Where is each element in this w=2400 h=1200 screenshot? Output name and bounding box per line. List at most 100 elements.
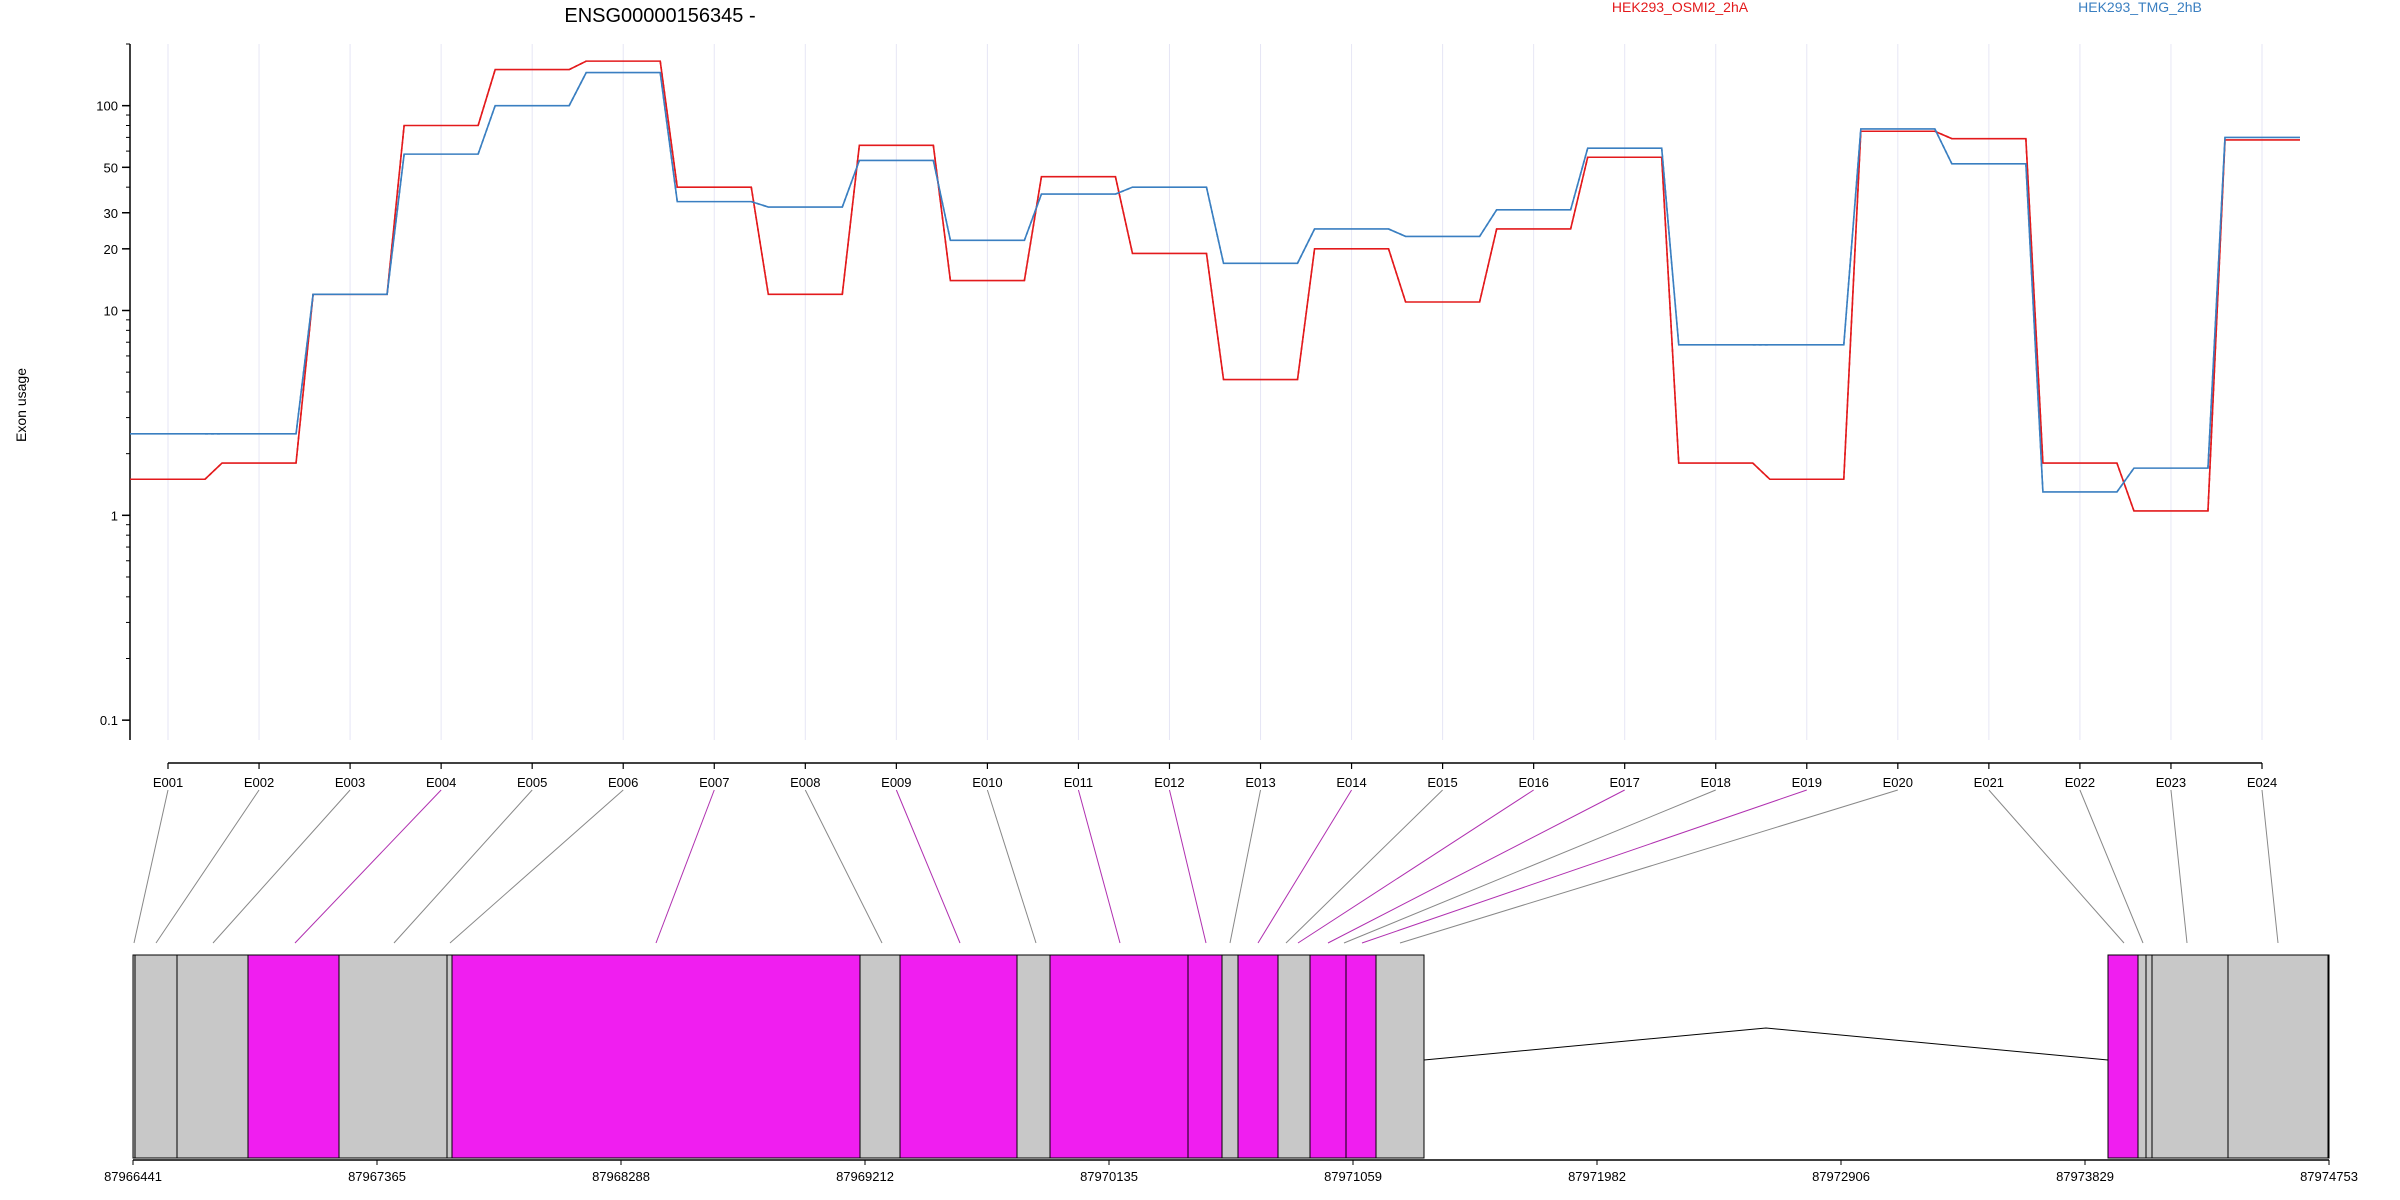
series-transition (841, 145, 861, 295)
y-tick-label: 0.1 (100, 713, 118, 728)
coord-label: 87966441 (104, 1169, 162, 1184)
exon-connector (655, 789, 715, 944)
series-transition (568, 72, 587, 107)
exon-block (446, 954, 453, 1159)
x-tick-label: E006 (608, 775, 638, 790)
exon-block (2137, 954, 2147, 1159)
exon-connectors (133, 789, 2279, 944)
x-tick-label: E004 (426, 775, 456, 790)
exon-connector (1327, 789, 1625, 944)
exon-block (1187, 954, 1223, 1159)
exon-block (134, 954, 178, 1159)
exon-connector (1285, 789, 1443, 944)
series-transition (1478, 228, 1498, 303)
y-axis: 0.1 1 10 20 30 50 100 (96, 43, 131, 740)
series-transition (386, 125, 405, 295)
series-transition (2207, 139, 2226, 512)
x-tick-label: E001 (153, 775, 183, 790)
exon-connector (1988, 789, 2125, 944)
x-tick-label: E018 (1701, 775, 1731, 790)
x-tick-label: E019 (1792, 775, 1822, 790)
exon-connector (1257, 789, 1352, 944)
series-transition (1296, 248, 1316, 380)
exon-block (2107, 954, 2139, 1159)
exon-connector (294, 789, 442, 944)
series-transition (2025, 163, 2044, 493)
exon-connector (1297, 789, 1534, 944)
exon-connector (804, 789, 883, 944)
series-transition (659, 61, 679, 188)
exon-block (1375, 954, 1425, 1159)
coord-label: 87967365 (348, 1169, 406, 1184)
exon-block (2227, 954, 2329, 1159)
x-tick-label: E012 (1154, 775, 1184, 790)
gene-model (132, 954, 2330, 1159)
y-tick-label: 10 (104, 303, 118, 318)
series-line-1 (130, 60, 2300, 512)
exon-block (1309, 954, 1347, 1159)
coordinate-axis: 87966441 87967365 87968288 87969212 87970135… (104, 1159, 2358, 1184)
y-tick-label: 1 (111, 508, 118, 523)
series-transition (1478, 209, 1498, 237)
series-transition (751, 200, 769, 208)
series-transition (750, 187, 770, 295)
exon-block (1237, 954, 1279, 1159)
exon-block (2145, 954, 2153, 1159)
series-transition (1660, 148, 1680, 345)
y-axis-label: Exon usage (13, 368, 29, 442)
x-tick-label: E007 (699, 775, 729, 790)
exon-connector (133, 789, 169, 944)
series-transition (477, 69, 496, 126)
coord-label: 87972906 (1812, 1169, 1870, 1184)
x-tick-label: E011 (1064, 775, 1093, 790)
series-transition (204, 462, 223, 480)
exon-block (1277, 954, 1311, 1159)
legend-series-tmg: HEK293_TMG_2hB (2078, 0, 2202, 15)
exon-connector (1168, 789, 1207, 944)
exon-connector (2079, 789, 2144, 944)
exon-connector (2261, 789, 2279, 944)
x-tick-label: E013 (1245, 775, 1275, 790)
exon-block (338, 954, 448, 1159)
exon-connector (449, 789, 624, 944)
coord-label: 87974753 (2300, 1169, 2358, 1184)
series-transition (1205, 186, 1225, 264)
exon-block (1221, 954, 1239, 1159)
series-transition (1934, 128, 1953, 165)
series-transition (659, 72, 679, 202)
x-tick-label: E024 (2247, 775, 2277, 790)
intron-line (1423, 1027, 2109, 1061)
series-transition (477, 105, 496, 155)
series-transition (2116, 467, 2135, 493)
exon-block (859, 954, 901, 1159)
y-tick-label: 100 (96, 99, 118, 114)
series-transition (2207, 137, 2226, 469)
x-tick-label: E023 (2156, 775, 2186, 790)
x-tick-label: E009 (881, 775, 911, 790)
coord-label: 87971059 (1324, 1169, 1382, 1184)
series-transition (2025, 138, 2044, 464)
coord-label: 87971982 (1568, 1169, 1626, 1184)
exon-connector (393, 789, 533, 944)
vertical-grid (167, 44, 2263, 740)
x-tick-label: E010 (972, 775, 1002, 790)
series-transition (1842, 131, 1862, 480)
coord-label: 87969212 (836, 1169, 894, 1184)
exon-connector (155, 789, 260, 944)
y-tick-label: 20 (104, 242, 118, 257)
series-transition (1569, 147, 1589, 211)
exon-block (899, 954, 1018, 1159)
exon-connector (1399, 789, 1898, 944)
x-tick-label: E016 (1518, 775, 1548, 790)
exon-connector (1229, 789, 1262, 944)
exon-connector (1343, 789, 1716, 944)
x-axis: E001 E002 E003 E004 E005 E006 E007 E008 E009 E010… (153, 762, 2277, 790)
coord-label: 87968288 (592, 1169, 650, 1184)
exon-block (2327, 954, 2330, 1159)
exon-block (1016, 954, 1051, 1159)
exon-block (2151, 954, 2229, 1159)
x-tick-label: E021 (1974, 775, 2004, 790)
series-transition (1296, 228, 1316, 264)
series-transition (1023, 193, 1043, 241)
